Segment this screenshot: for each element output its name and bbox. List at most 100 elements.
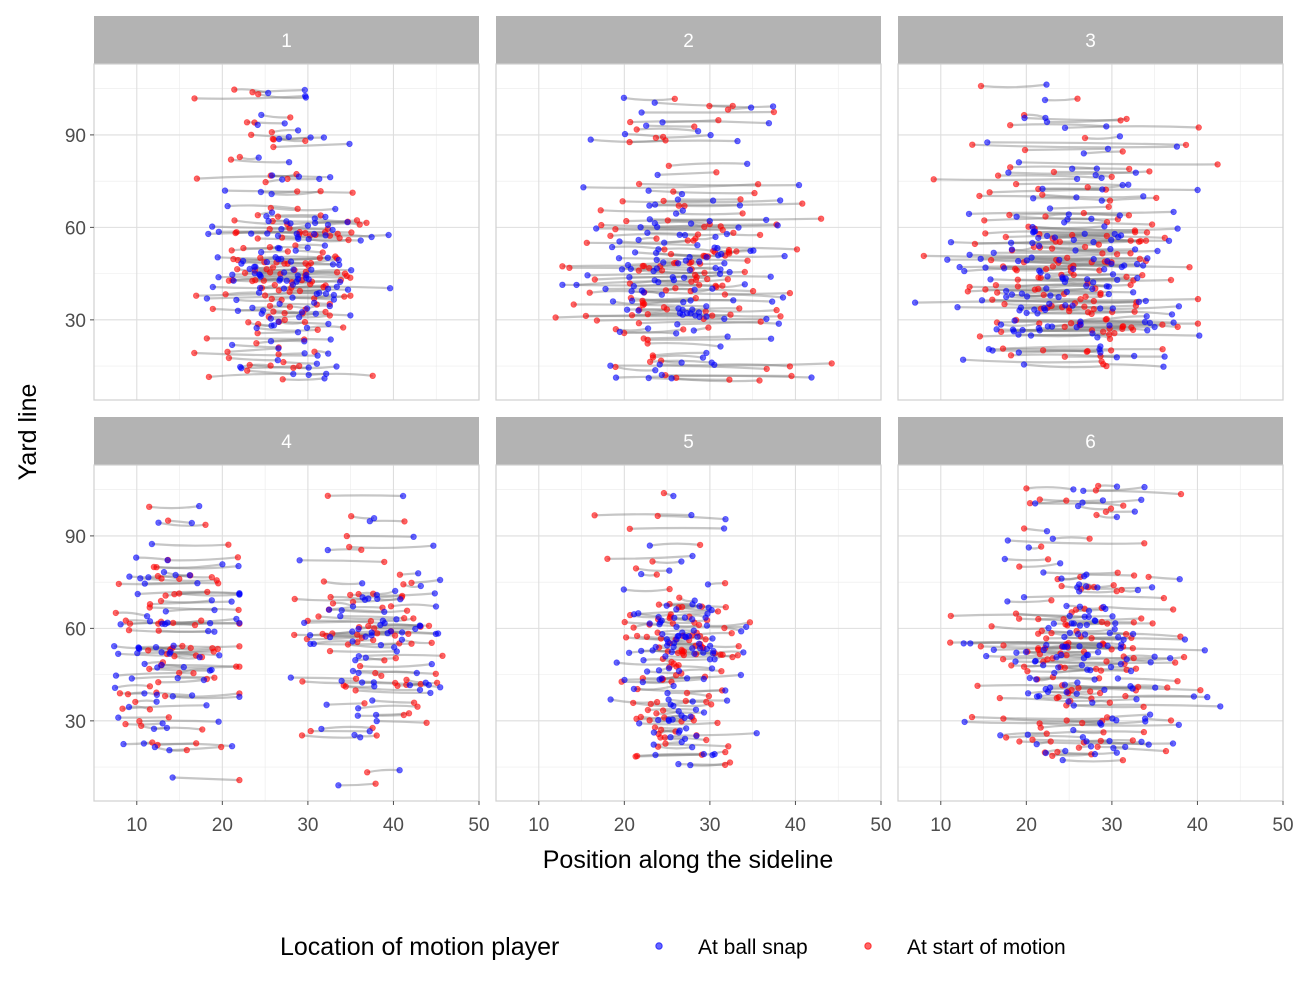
ball-snap-point <box>326 302 333 310</box>
ball-snap-point <box>1018 290 1026 297</box>
ball-snap-point <box>1070 236 1077 244</box>
start-of-motion-point <box>1103 714 1111 721</box>
motion-path <box>626 218 767 223</box>
start-of-motion-point <box>1034 630 1042 637</box>
motion-path <box>964 719 1103 725</box>
motion-path <box>1078 685 1156 690</box>
motion-path <box>990 278 1172 283</box>
motion-path <box>118 582 198 586</box>
start-of-motion-point <box>633 752 641 760</box>
motion-path <box>257 331 299 335</box>
ball-snap-point <box>148 540 156 548</box>
ball-snap-point <box>737 671 745 679</box>
start-of-motion-point <box>345 236 352 244</box>
ball-snap-point <box>396 767 403 774</box>
start-of-motion-point <box>235 606 242 614</box>
ball-snap-point <box>689 306 696 313</box>
ball-snap-point <box>703 349 710 357</box>
start-of-motion-point <box>653 235 660 242</box>
start-of-motion-point <box>722 604 729 611</box>
ball-snap-point <box>1091 617 1098 624</box>
start-of-motion-point <box>725 246 733 254</box>
start-of-motion-point <box>231 217 238 224</box>
ball-snap-point <box>644 229 651 236</box>
ball-snap-point <box>1004 537 1011 544</box>
start-of-motion-point <box>425 622 433 629</box>
start-of-motion-point <box>1103 362 1110 370</box>
ball-snap-point <box>399 492 407 500</box>
start-of-motion-point <box>770 108 778 116</box>
start-of-motion-point <box>208 574 215 581</box>
ball-snap-point <box>128 675 135 682</box>
ball-snap-point <box>287 258 295 265</box>
ball-snap-point <box>726 268 733 276</box>
start-of-motion-point <box>986 189 993 196</box>
motion-path <box>232 343 279 349</box>
ball-snap-point <box>251 270 258 277</box>
start-of-motion-point <box>1075 684 1082 692</box>
start-of-motion-point <box>270 308 277 315</box>
start-of-motion-point <box>410 699 418 706</box>
ball-snap-point <box>671 614 678 621</box>
start-of-motion-point <box>632 565 640 572</box>
ball-snap-point <box>646 202 653 209</box>
ball-snap-point <box>1112 620 1119 627</box>
start-of-motion-point <box>279 376 286 383</box>
motion-path <box>981 298 1199 302</box>
ball-snap-point <box>678 558 685 565</box>
motion-path <box>654 220 710 226</box>
motion-path <box>637 752 704 758</box>
start-of-motion-point <box>268 128 275 136</box>
ball-snap-point <box>333 363 340 370</box>
motion-path <box>947 257 1140 261</box>
motion-path <box>1027 730 1144 736</box>
start-of-motion-point <box>1122 630 1130 638</box>
ball-snap-point <box>666 567 673 574</box>
ball-snap-point <box>706 656 714 663</box>
start-of-motion-point <box>307 259 315 267</box>
x-tick-label: 40 <box>785 815 806 836</box>
start-of-motion-point <box>655 601 663 608</box>
start-of-motion-point <box>222 291 229 298</box>
motion-path <box>341 679 396 685</box>
motion-path <box>677 320 761 326</box>
ball-snap-point <box>667 734 674 741</box>
motion-path <box>967 288 1067 293</box>
ball-snap-point <box>1074 502 1082 510</box>
ball-snap-point <box>1089 699 1096 706</box>
ball-snap-point <box>659 631 666 638</box>
start-of-motion-point <box>1136 255 1144 262</box>
ball-snap-point <box>738 628 745 635</box>
start-of-motion-point <box>705 324 712 331</box>
ball-snap-point <box>638 287 646 294</box>
motion-path <box>115 671 194 677</box>
ball-snap-point <box>1023 309 1030 317</box>
ball-snap-point <box>1101 686 1108 693</box>
ball-snap-point <box>1096 305 1104 312</box>
ball-snap-point <box>961 267 968 275</box>
ball-snap-point <box>1148 584 1156 591</box>
ball-snap-point <box>1135 298 1143 305</box>
start-of-motion-point <box>428 639 435 646</box>
start-of-motion-point <box>1034 285 1042 292</box>
ball-snap-point <box>1196 332 1203 339</box>
ball-snap-point <box>781 252 788 260</box>
ball-snap-point <box>1044 273 1051 280</box>
start-of-motion-point <box>171 591 178 598</box>
start-of-motion-point <box>203 335 210 342</box>
ball-snap-point <box>362 633 369 640</box>
ball-snap-point <box>316 175 323 183</box>
start-of-motion-point <box>1090 297 1097 305</box>
start-of-motion-point <box>1162 747 1170 755</box>
start-of-motion-point <box>405 630 412 637</box>
motion-path <box>605 287 754 293</box>
ball-snap-point <box>141 690 148 697</box>
x-axis-title: Position along the sideline <box>543 846 833 874</box>
ball-snap-point <box>637 223 644 231</box>
motion-path <box>1144 717 1172 722</box>
start-of-motion-point <box>320 578 328 585</box>
ball-snap-point <box>635 236 642 244</box>
ball-snap-point <box>1029 195 1037 202</box>
start-of-motion-point <box>1006 211 1013 219</box>
